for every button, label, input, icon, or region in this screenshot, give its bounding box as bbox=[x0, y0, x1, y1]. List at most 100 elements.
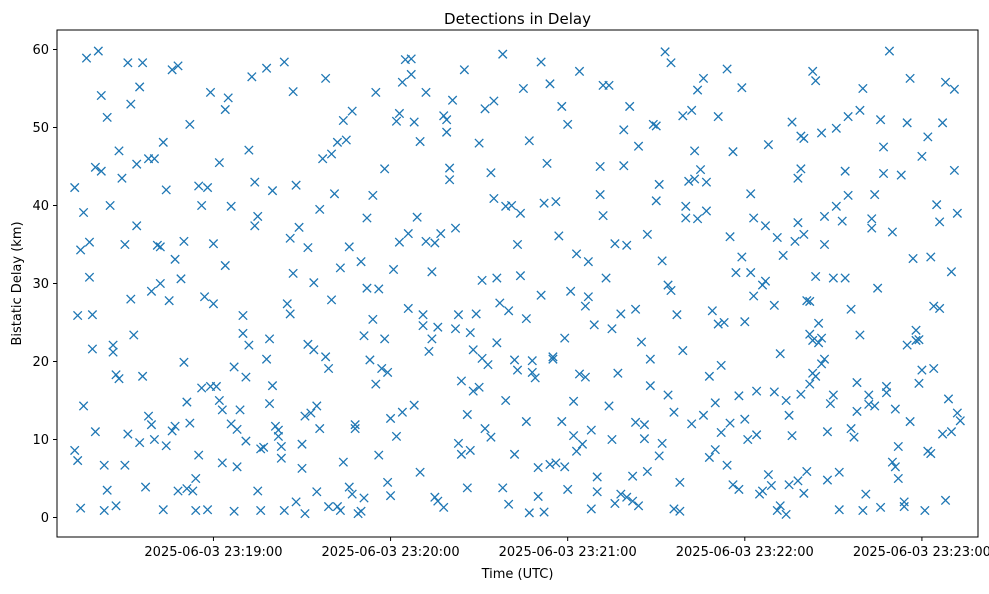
data-point-marker bbox=[574, 66, 585, 76]
data-point-marker bbox=[468, 345, 478, 355]
marker-stroke bbox=[350, 423, 360, 434]
marker-stroke bbox=[545, 79, 555, 89]
data-point-marker bbox=[722, 460, 732, 470]
data-point-marker bbox=[728, 480, 738, 490]
marker-stroke bbox=[380, 164, 390, 174]
y-axis-label: Bistatic Delay (km) bbox=[10, 221, 25, 345]
data-point-marker bbox=[875, 115, 886, 125]
marker-stroke bbox=[757, 280, 768, 290]
marker-stroke bbox=[409, 117, 419, 127]
data-point-marker bbox=[182, 397, 192, 407]
marker-stroke bbox=[117, 173, 127, 183]
marker-stroke bbox=[377, 363, 387, 374]
data-point-marker bbox=[241, 436, 251, 446]
marker-stroke bbox=[483, 359, 493, 370]
data-point-marker bbox=[312, 487, 322, 497]
marker-stroke bbox=[430, 238, 440, 248]
data-point-marker bbox=[932, 200, 942, 210]
marker-stroke bbox=[318, 154, 328, 164]
data-point-marker bbox=[359, 331, 369, 341]
data-point-marker bbox=[173, 486, 183, 496]
data-point-marker bbox=[155, 278, 165, 289]
data-point-marker bbox=[772, 232, 782, 243]
marker-stroke bbox=[90, 427, 101, 437]
data-point-marker bbox=[264, 334, 275, 344]
marker-stroke bbox=[306, 408, 316, 418]
data-point-marker bbox=[344, 482, 354, 492]
marker-stroke bbox=[391, 116, 402, 126]
marker-stroke bbox=[503, 306, 514, 316]
marker-stroke bbox=[772, 232, 782, 243]
data-point-marker bbox=[775, 349, 785, 359]
marker-stroke bbox=[734, 391, 744, 401]
data-point-marker bbox=[140, 482, 151, 492]
data-point-marker bbox=[173, 61, 183, 71]
marker-stroke bbox=[725, 232, 735, 242]
data-point-marker bbox=[595, 189, 605, 200]
data-point-marker bbox=[940, 495, 951, 505]
data-point-marker bbox=[179, 236, 189, 247]
data-point-marker bbox=[787, 430, 797, 441]
data-point-marker bbox=[134, 437, 145, 448]
data-point-marker bbox=[769, 387, 779, 397]
marker-stroke bbox=[810, 76, 821, 86]
data-point-marker bbox=[382, 477, 393, 488]
marker-stroke bbox=[920, 505, 930, 516]
data-point-marker bbox=[332, 137, 343, 147]
data-point-marker bbox=[784, 480, 794, 490]
data-point-marker bbox=[465, 327, 475, 338]
marker-stroke bbox=[867, 214, 877, 224]
marker-stroke bbox=[654, 451, 664, 461]
marker-stroke bbox=[196, 200, 207, 211]
data-point-marker bbox=[689, 146, 700, 156]
marker-stroke bbox=[205, 381, 216, 392]
data-point-marker bbox=[805, 379, 815, 389]
data-point-marker bbox=[132, 221, 142, 231]
data-point-marker bbox=[625, 101, 635, 112]
marker-stroke bbox=[250, 221, 260, 231]
data-point-marker bbox=[439, 111, 449, 121]
x-axis-label: Time (UTC) bbox=[481, 567, 554, 582]
y-tick-label: 60 bbox=[32, 43, 49, 58]
data-point-marker bbox=[592, 472, 602, 482]
data-point-marker bbox=[536, 57, 546, 67]
marker-stroke bbox=[450, 324, 461, 334]
data-point-marker bbox=[775, 501, 785, 511]
data-point-marker bbox=[93, 46, 103, 56]
data-point-marker bbox=[551, 196, 561, 207]
data-point-marker bbox=[657, 256, 667, 266]
data-point-marker bbox=[698, 73, 709, 84]
marker-stroke bbox=[952, 208, 962, 218]
marker-stroke bbox=[642, 466, 653, 477]
marker-stroke bbox=[303, 242, 313, 253]
marker-stroke bbox=[185, 119, 195, 130]
data-point-marker bbox=[297, 463, 307, 474]
marker-stroke bbox=[902, 118, 912, 128]
marker-stroke bbox=[368, 190, 378, 201]
data-point-marker bbox=[557, 101, 567, 112]
marker-stroke bbox=[675, 506, 685, 516]
marker-stroke bbox=[161, 441, 171, 451]
marker-stroke bbox=[828, 273, 839, 283]
marker-stroke bbox=[932, 200, 942, 210]
marker-stroke bbox=[651, 196, 661, 206]
marker-stroke bbox=[179, 236, 189, 247]
marker-stroke bbox=[208, 239, 219, 249]
data-point-marker bbox=[598, 210, 608, 221]
marker-stroke bbox=[917, 365, 927, 375]
marker-stroke bbox=[158, 505, 168, 515]
marker-stroke bbox=[746, 189, 756, 199]
data-point-marker bbox=[362, 283, 372, 293]
data-point-marker bbox=[551, 458, 561, 468]
data-point-marker bbox=[748, 213, 759, 223]
data-point-marker bbox=[489, 96, 499, 106]
data-point-marker bbox=[657, 438, 667, 449]
data-point-marker bbox=[887, 227, 898, 237]
data-point-marker bbox=[134, 82, 145, 92]
marker-stroke bbox=[338, 115, 348, 126]
marker-stroke bbox=[486, 168, 496, 178]
marker-stroke bbox=[285, 233, 295, 243]
data-point-marker bbox=[486, 432, 496, 442]
data-point-marker bbox=[191, 505, 201, 516]
data-point-marker bbox=[320, 352, 331, 362]
